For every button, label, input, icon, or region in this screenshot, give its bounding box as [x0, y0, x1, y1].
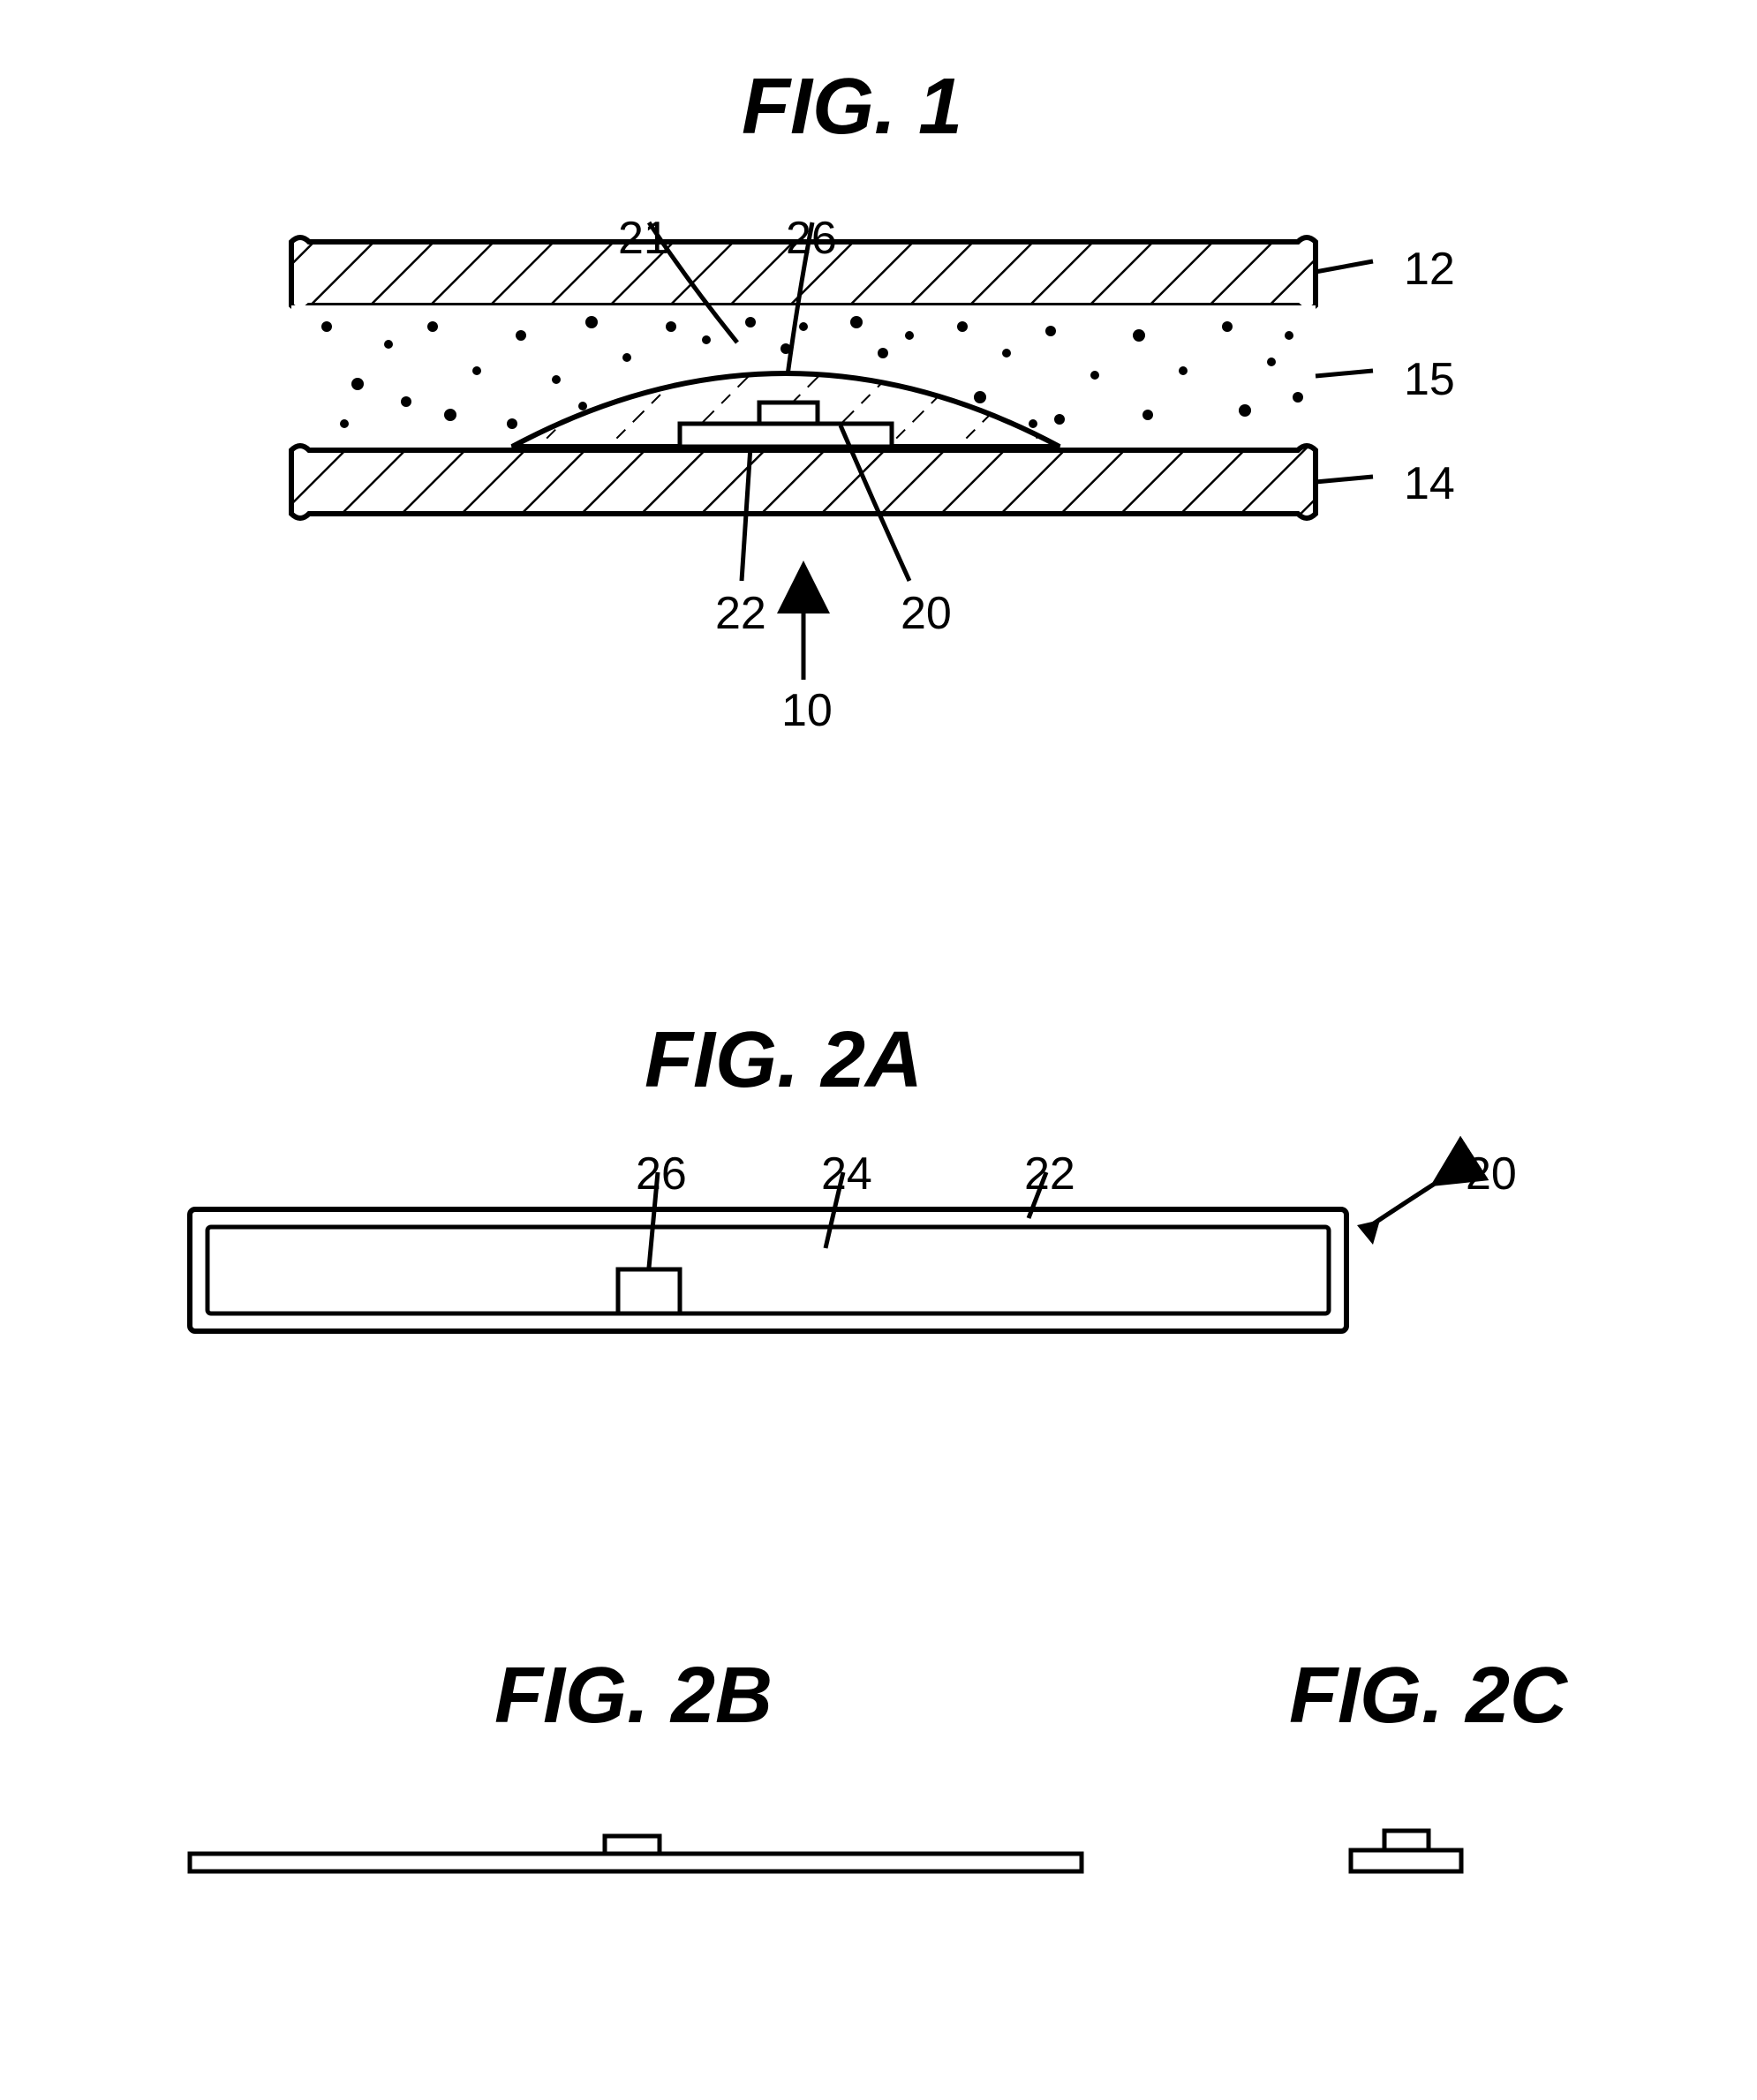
- fig2c-title: FIG. 2C: [1289, 1651, 1567, 1742]
- fig2a-title: FIG. 2A: [645, 1015, 923, 1106]
- ref-12: 12: [1404, 243, 1455, 296]
- fig2a-drawing: [190, 1156, 1567, 1386]
- ref2a-26: 26: [636, 1148, 687, 1201]
- patent-figures-page: FIG. 1: [0, 0, 1757, 2100]
- fig2b-title: FIG. 2B: [494, 1651, 773, 1742]
- ref-20: 20: [901, 587, 952, 640]
- fig2c-drawing: [1351, 1810, 1527, 1898]
- ref-14: 14: [1404, 457, 1455, 510]
- ref-26: 26: [786, 212, 837, 265]
- fig2c-chip: [1384, 1831, 1429, 1850]
- arrow-20-head: [1357, 1220, 1380, 1245]
- fig2c-base: [1351, 1850, 1461, 1871]
- ref-15: 15: [1404, 353, 1455, 406]
- fig1-title: FIG. 1: [742, 62, 962, 153]
- ref-10: 10: [781, 684, 833, 737]
- chip-26: [618, 1269, 680, 1313]
- fig2b-base: [190, 1854, 1082, 1871]
- ref-21: 21: [618, 212, 669, 265]
- fig1-drawing: [291, 203, 1483, 759]
- fig2b-chip: [605, 1836, 660, 1854]
- lower-wall-14: [291, 446, 1316, 518]
- fig2b-drawing: [190, 1818, 1161, 1898]
- ref2a-24: 24: [821, 1148, 872, 1201]
- ref2a-20: 20: [1466, 1148, 1517, 1201]
- ref-22: 22: [715, 587, 766, 640]
- inner-24: [207, 1227, 1329, 1313]
- ref2a-22: 22: [1024, 1148, 1075, 1201]
